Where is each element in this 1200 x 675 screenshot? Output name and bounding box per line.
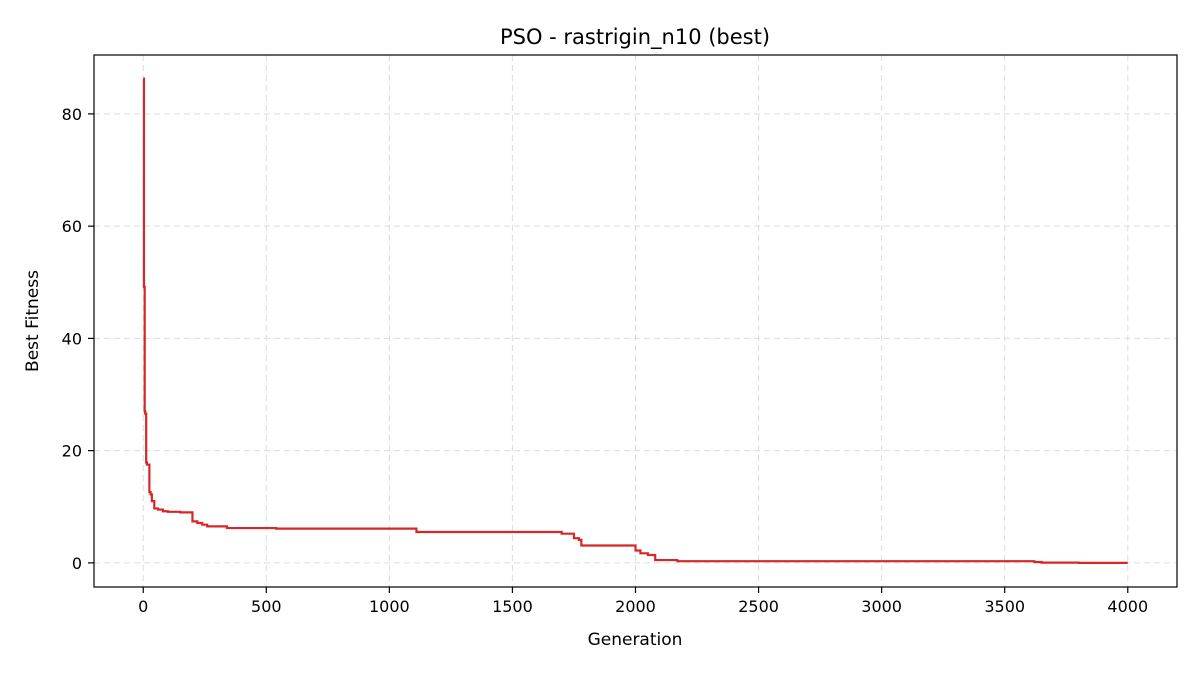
y-axis-label: Best Fitness bbox=[23, 270, 43, 372]
chart-title: PSO - rastrigin_n10 (best) bbox=[500, 25, 770, 50]
data-layer bbox=[142, 77, 1128, 564]
y-tick-label: 0 bbox=[72, 554, 82, 573]
x-axis-label: Generation bbox=[588, 630, 683, 650]
grid-layer bbox=[94, 55, 1177, 587]
y-tick-label: 20 bbox=[62, 442, 82, 461]
y-tick-label: 40 bbox=[62, 329, 82, 348]
x-tick-label: 2500 bbox=[738, 597, 779, 616]
x-tick-label: 0 bbox=[138, 597, 148, 616]
x-tick-label: 500 bbox=[251, 597, 282, 616]
x-tick-label: 1500 bbox=[492, 597, 533, 616]
x-tick-label: 4000 bbox=[1107, 597, 1148, 616]
series-line bbox=[142, 77, 1128, 564]
x-tick-label: 2000 bbox=[615, 597, 656, 616]
y-tick-label: 80 bbox=[62, 105, 82, 124]
x-tick-label: 3000 bbox=[861, 597, 902, 616]
x-tick-label: 1000 bbox=[369, 597, 410, 616]
x-tick-label: 3500 bbox=[984, 597, 1025, 616]
y-tick-label: 60 bbox=[62, 217, 82, 236]
tick-layer: 0 500 1000 1500 2000 2500 3000 3500 4000 0 20 40 60 8… bbox=[62, 105, 1148, 616]
